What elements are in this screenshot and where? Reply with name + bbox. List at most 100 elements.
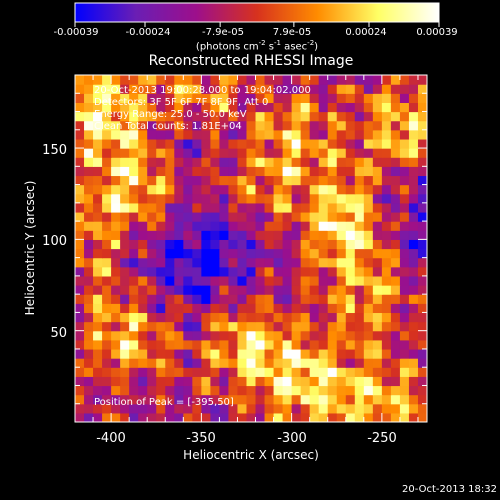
heatmap-cell	[255, 111, 266, 122]
heatmap-cell	[354, 175, 365, 186]
heatmap-cell	[129, 312, 139, 323]
heatmap-cell	[354, 403, 365, 414]
heatmap-cell	[102, 148, 112, 158]
heatmap-cell	[282, 221, 293, 231]
heatmap-cell	[210, 93, 221, 103]
heatmap-cell	[282, 211, 293, 222]
heatmap-cell	[84, 120, 94, 131]
heatmap-cell	[138, 184, 148, 195]
heatmap-cell	[183, 385, 193, 396]
heatmap-cell	[273, 339, 284, 350]
heatmap-cell	[156, 75, 166, 85]
heatmap-cell	[228, 285, 239, 295]
heatmap-cell	[372, 239, 383, 250]
heatmap-cell	[228, 257, 239, 268]
heatmap-cell	[255, 285, 266, 295]
heatmap-cell	[237, 294, 248, 304]
heatmap-cell	[363, 93, 374, 103]
heatmap-cell	[174, 193, 184, 204]
heatmap-cell	[345, 93, 356, 103]
heatmap-cell	[363, 193, 374, 204]
heatmap-cell	[336, 193, 347, 204]
heatmap-cell	[309, 84, 320, 94]
heatmap-cell	[291, 120, 302, 131]
heatmap-cell	[183, 367, 193, 377]
heatmap-cell	[102, 239, 112, 250]
heatmap-cell	[318, 275, 329, 286]
heatmap-cell	[84, 330, 94, 341]
heatmap-cell	[255, 367, 266, 377]
heatmap-cell	[201, 102, 211, 113]
heatmap-cell	[354, 358, 365, 368]
heatmap-cell	[165, 275, 175, 286]
heatmap-cell	[336, 120, 347, 131]
heatmap-cell	[291, 129, 302, 140]
heatmap-cell	[156, 294, 166, 304]
heatmap-cell	[246, 321, 257, 332]
heatmap-cell	[237, 275, 248, 286]
heatmap-cell	[273, 376, 284, 387]
heatmap-cell	[327, 75, 338, 85]
heatmap-cell	[111, 312, 121, 323]
heatmap-cell	[417, 129, 427, 140]
heatmap-cell	[75, 138, 85, 149]
heatmap-cell	[138, 385, 148, 396]
heatmap-cell	[183, 312, 193, 323]
heatmap-cell	[156, 385, 166, 396]
heatmap-cell	[183, 157, 193, 167]
heatmap-cell	[354, 111, 365, 122]
heatmap-cell	[84, 75, 94, 85]
heatmap-cell	[102, 102, 112, 113]
heatmap-cell	[300, 84, 311, 94]
heatmap-cell	[327, 339, 338, 350]
heatmap-cell	[138, 230, 148, 240]
heatmap-cell	[165, 321, 175, 332]
heatmap-cell	[183, 248, 193, 259]
heatmap-cell	[273, 303, 284, 314]
energy-range-annotation: Energy Range: 25.0 - 50.0 keV	[94, 109, 247, 120]
heatmap-cell	[237, 367, 248, 377]
heatmap-cell	[75, 403, 85, 414]
heatmap-cell	[138, 330, 148, 341]
heatmap-cell	[264, 358, 275, 368]
heatmap-cell	[417, 312, 427, 323]
heatmap-cell	[93, 148, 103, 158]
heatmap-cell	[210, 394, 221, 405]
heatmap-cell	[291, 202, 302, 213]
heatmap-cell	[363, 248, 374, 259]
heatmap-cell	[183, 175, 193, 186]
heatmap-cell	[264, 166, 275, 177]
heatmap-cell	[372, 148, 383, 158]
heatmap-cell	[156, 184, 166, 195]
heatmap-cell	[237, 257, 248, 268]
heatmap-cell	[417, 120, 427, 131]
heatmap-cell	[291, 221, 302, 231]
heatmap-cell	[165, 193, 175, 204]
heatmap-cell	[309, 294, 320, 304]
heatmap-cell	[264, 394, 275, 405]
heatmap-cell	[273, 129, 284, 140]
heatmap-cell	[183, 348, 193, 359]
heatmap-cell	[354, 412, 365, 422]
heatmap-cell	[336, 312, 347, 323]
heatmap-cell	[210, 211, 221, 222]
heatmap-cell	[390, 84, 401, 94]
heatmap-cell	[354, 184, 365, 195]
heatmap-cell	[390, 221, 401, 231]
heatmap-cell	[84, 403, 94, 414]
heatmap-cell	[354, 339, 365, 350]
heatmap-cell	[210, 294, 221, 304]
heatmap-cell	[84, 239, 94, 250]
heatmap-cell	[246, 148, 257, 158]
heatmap-cell	[291, 348, 302, 359]
heatmap-cell	[237, 129, 248, 140]
heatmap-cell	[75, 75, 85, 85]
heatmap-cell	[300, 385, 311, 396]
heatmap-cell	[408, 193, 419, 204]
heatmap-cell	[390, 157, 401, 167]
heatmap-cell	[300, 102, 311, 113]
heatmap-cell	[174, 148, 184, 158]
heatmap-cell	[120, 257, 130, 268]
heatmap-cell	[318, 394, 329, 405]
heatmap-cell	[363, 358, 374, 368]
